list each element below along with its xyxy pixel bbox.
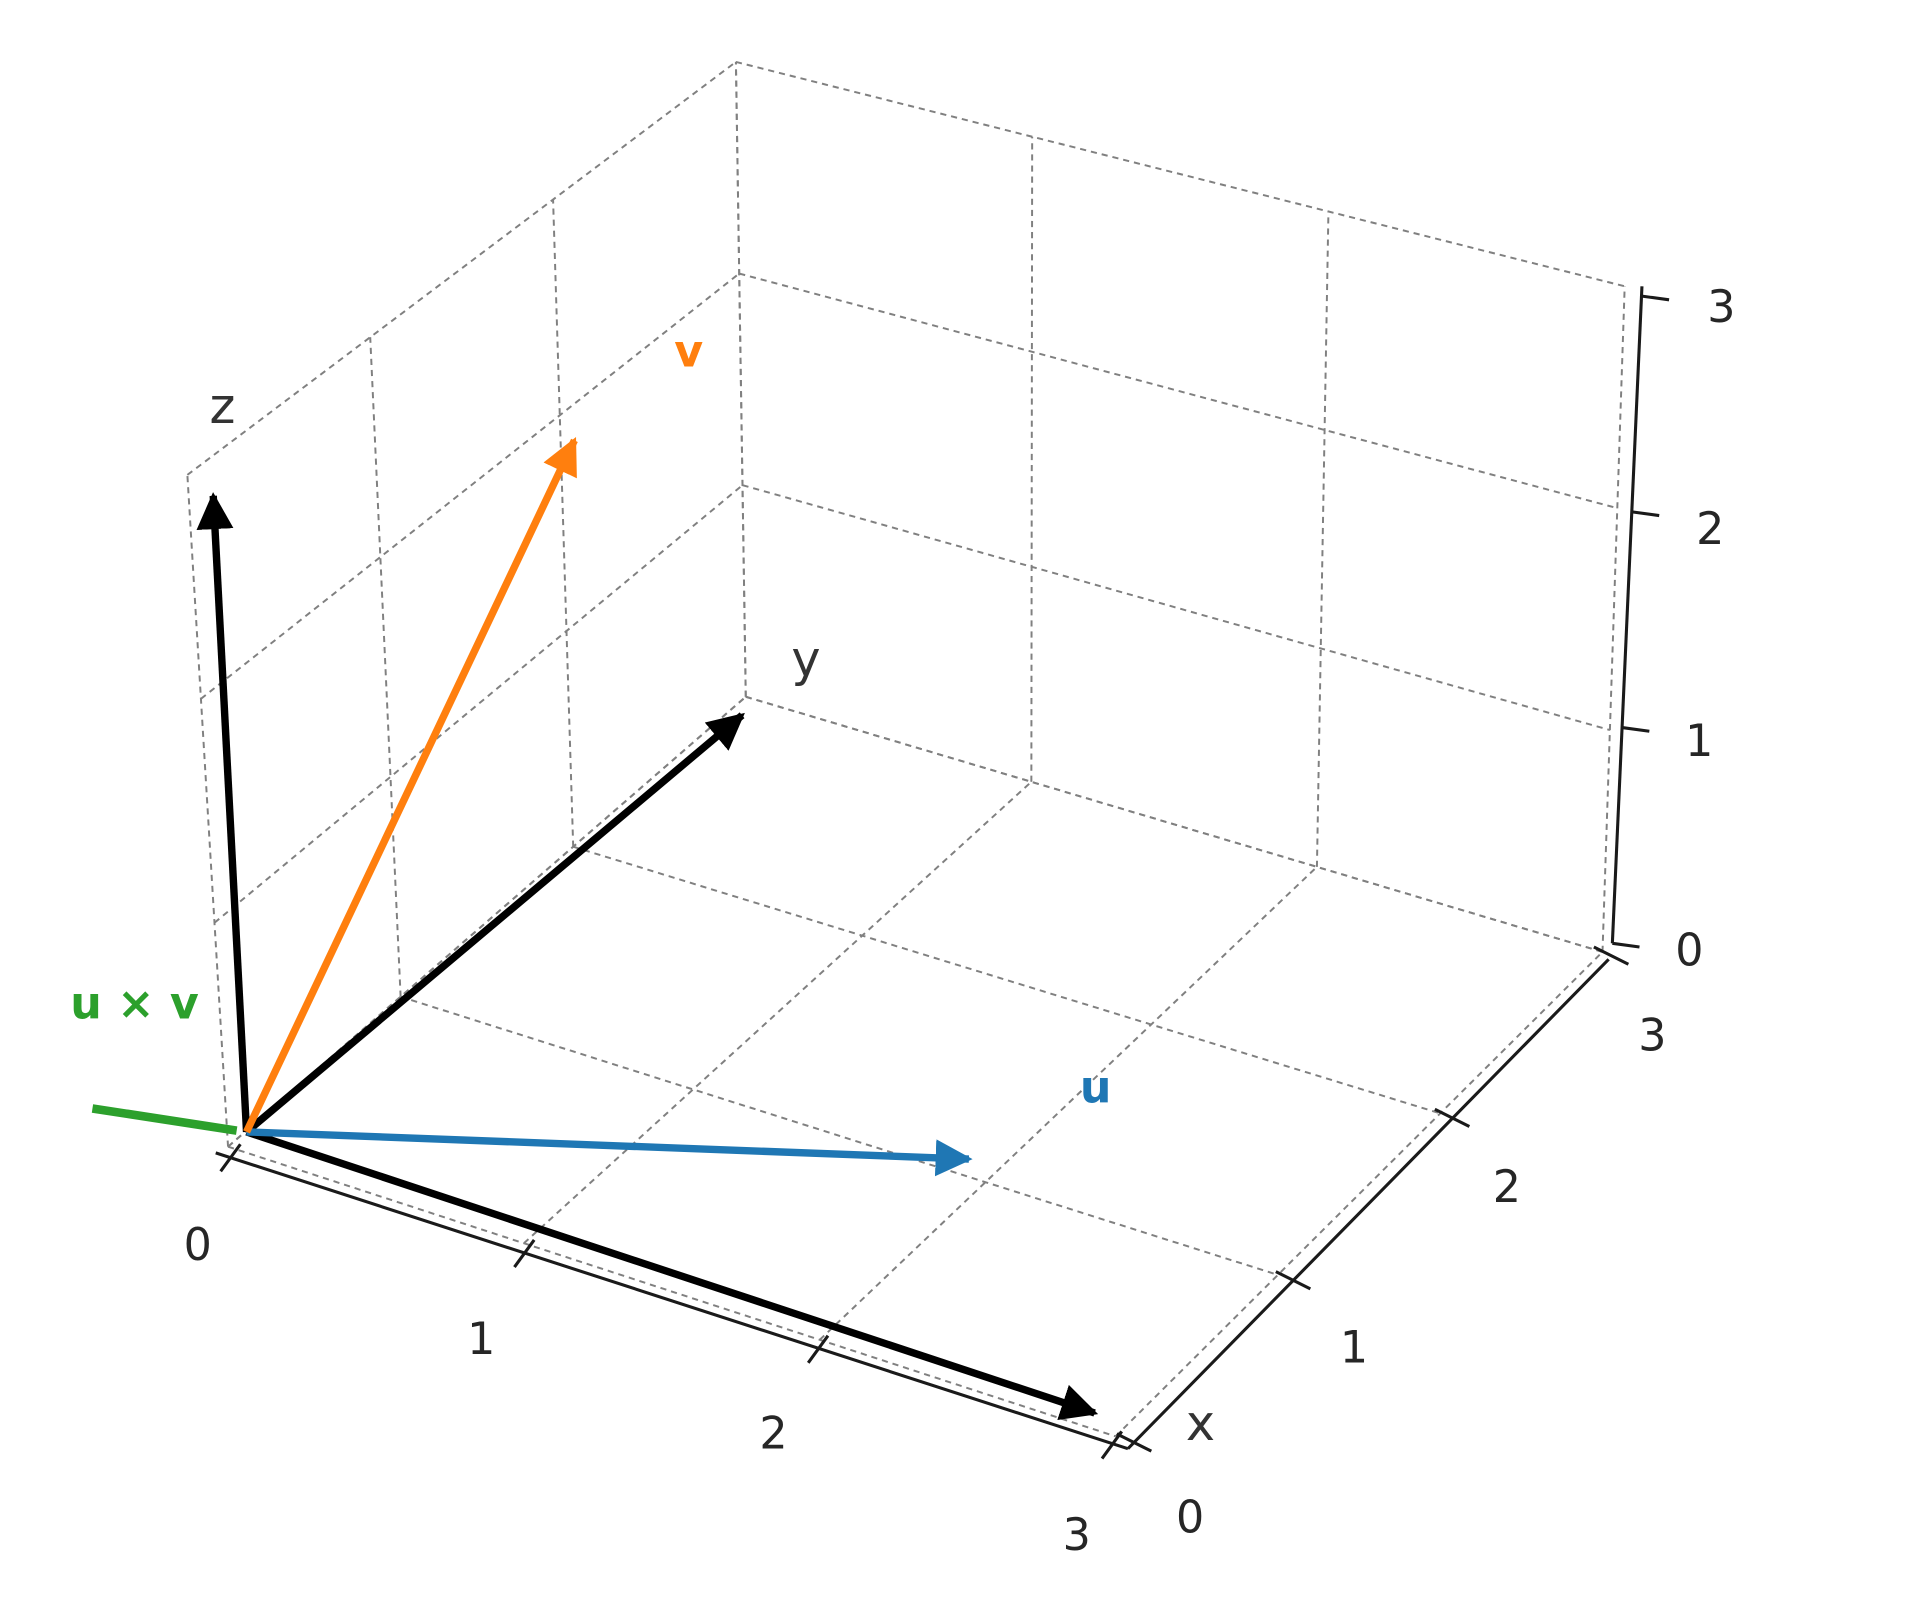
z-tick-label: 3 [1707,282,1735,333]
z-tick [1631,510,1660,518]
axis-arrow-y [244,712,745,1135]
grid-line [735,60,1625,288]
vector-label-u: u [1080,1062,1112,1113]
axis-arrow-x [245,1128,1099,1421]
y-tick-label: 2 [1493,1162,1521,1213]
axes [215,286,1670,1460]
grid-line [572,845,1441,1115]
x-tick-label: 2 [759,1409,787,1460]
vector-label-cross: u × v [70,978,199,1029]
y-axis-label: y [791,630,820,688]
x-tick [806,1334,830,1364]
grid-line [523,781,1033,1244]
y-tick-label: 1 [1340,1322,1368,1373]
vectors [91,437,1099,1421]
z-tick-label: 1 [1685,716,1713,767]
z-tick [1641,294,1670,302]
x-tick-label: 1 [467,1314,495,1365]
grid-line [1601,286,1626,952]
grid-line [400,995,1279,1276]
x-axis-label: x [1186,1394,1215,1452]
y-tick [1275,1270,1312,1291]
grid-line [369,337,402,997]
z-tick [1622,726,1650,733]
x-tick [1100,1430,1123,1460]
y-axis-line [1126,958,1610,1450]
y-tick-label: 3 [1638,1011,1666,1062]
x-tick-label: 0 [184,1220,212,1271]
grid-line [734,61,747,697]
grid-line [186,474,230,1147]
z-tick [1612,941,1640,949]
vector-u-arrow [246,1128,973,1177]
grid-line [1030,136,1034,782]
vector-v-arrow [243,437,578,1134]
grid-line [745,695,1603,953]
z-axis-label: z [210,377,236,435]
vector-cross-arrow [91,1104,238,1135]
axis-arrow-z [196,492,251,1133]
z-tick-label: 2 [1696,504,1724,555]
grid-line [1114,951,1604,1438]
y-tick [1434,1107,1471,1128]
vector-label-v: v [674,326,703,377]
y-tick [1593,945,1630,966]
x-tick-label: 3 [1063,1510,1091,1561]
z-axis-line [1610,286,1644,944]
x-tick [513,1239,536,1268]
grid-line [1315,211,1330,867]
grid-lines [186,60,1626,1438]
grid-line [819,866,1318,1341]
y-tick-label: 0 [1176,1493,1204,1544]
grid-line [186,61,737,476]
grid-line [227,1145,1116,1438]
grid-line [738,272,1618,510]
x-axis-line [215,1151,1129,1451]
z-tick-label: 0 [1675,925,1703,976]
grid-line [734,61,747,697]
grid-line [213,484,744,924]
grid-line [200,272,740,700]
grid-line [552,199,575,847]
x-tick [219,1143,242,1173]
grid-line [742,484,1611,731]
y-tick [1116,1432,1153,1453]
